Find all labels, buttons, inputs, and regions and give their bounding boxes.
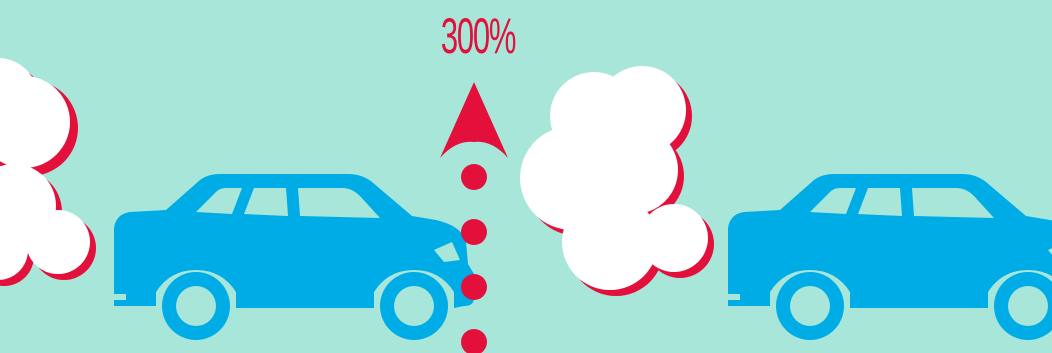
dotted-line xyxy=(461,164,487,353)
up-arrow-icon xyxy=(440,82,508,158)
exhaust-smoke-icon xyxy=(0,58,96,286)
suv-car-icon-right xyxy=(728,174,1052,340)
exhaust-smoke-icon-right xyxy=(520,66,714,296)
percent-increase-label: 300% xyxy=(440,8,517,64)
suv-car-icon-left xyxy=(114,174,474,340)
